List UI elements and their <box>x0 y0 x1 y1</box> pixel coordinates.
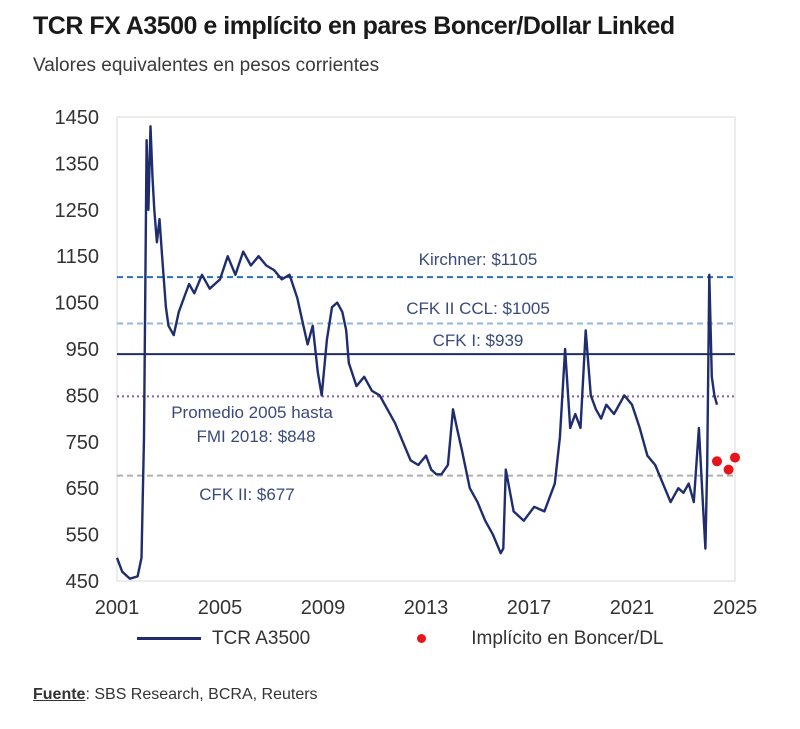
source-label: Fuente <box>33 686 86 703</box>
y-tick-label: 1250 <box>55 200 100 222</box>
chart-title: TCR FX A3500 e implícito en pares Boncer… <box>33 12 675 40</box>
legend-item-implicito: Implícito en Boncer/DL <box>417 628 663 650</box>
x-tick-label: 2005 <box>198 597 243 619</box>
reference-label-promedio-line2: FMI 2018: $848 <box>196 427 315 446</box>
chart-subtitle: Valores equivalentes en pesos corrientes <box>33 55 380 76</box>
x-tick-label: 2017 <box>507 597 552 619</box>
y-tick-label: 750 <box>66 432 99 454</box>
series-line-tcr-a3500 <box>115 125 719 580</box>
source-text: : SBS Research, BCRA, Reuters <box>85 686 318 703</box>
source-note: Fuente: SBS Research, BCRA, Reuters <box>33 686 318 704</box>
implicit-point <box>730 452 740 463</box>
reference-label-cfk1: CFK I: $939 <box>433 331 524 350</box>
x-tick-label: 2025 <box>713 597 758 619</box>
y-tick-label: 650 <box>66 478 99 500</box>
plot-frame <box>116 116 736 582</box>
reference-label-kirchner: Kirchner: $1105 <box>419 250 538 269</box>
implicit-point <box>711 456 722 467</box>
reference-label-cfk2ccl: CFK II CCL: $1005 <box>406 299 550 318</box>
legend-label-implicito: Implícito en Boncer/DL <box>471 628 664 649</box>
y-tick-label: 550 <box>66 525 99 547</box>
x-tick-label: 2001 <box>95 597 140 619</box>
legend-label-tcr: TCR A3500 <box>211 628 311 649</box>
reference-label-cfk2: CFK II: $677 <box>199 485 294 504</box>
y-tick-label: 1350 <box>55 153 100 175</box>
legend-dot-swatch <box>417 634 426 644</box>
implicit-point <box>723 464 734 475</box>
y-tick-label: 450 <box>66 571 99 593</box>
y-tick-label: 950 <box>66 339 99 361</box>
legend-line-swatch <box>137 637 201 641</box>
y-tick-label: 850 <box>66 385 99 407</box>
x-tick-label: 2009 <box>301 597 346 619</box>
reference-label-promedio-line1: Promedio 2005 hasta <box>171 403 333 422</box>
legend-item-tcr: TCR A3500 <box>137 628 310 650</box>
x-tick-label: 2021 <box>610 597 655 619</box>
y-tick-label: 1150 <box>56 246 99 268</box>
y-tick-label: 1450 <box>55 107 100 129</box>
x-tick-label: 2013 <box>404 597 449 619</box>
y-tick-label: 1050 <box>55 293 100 315</box>
